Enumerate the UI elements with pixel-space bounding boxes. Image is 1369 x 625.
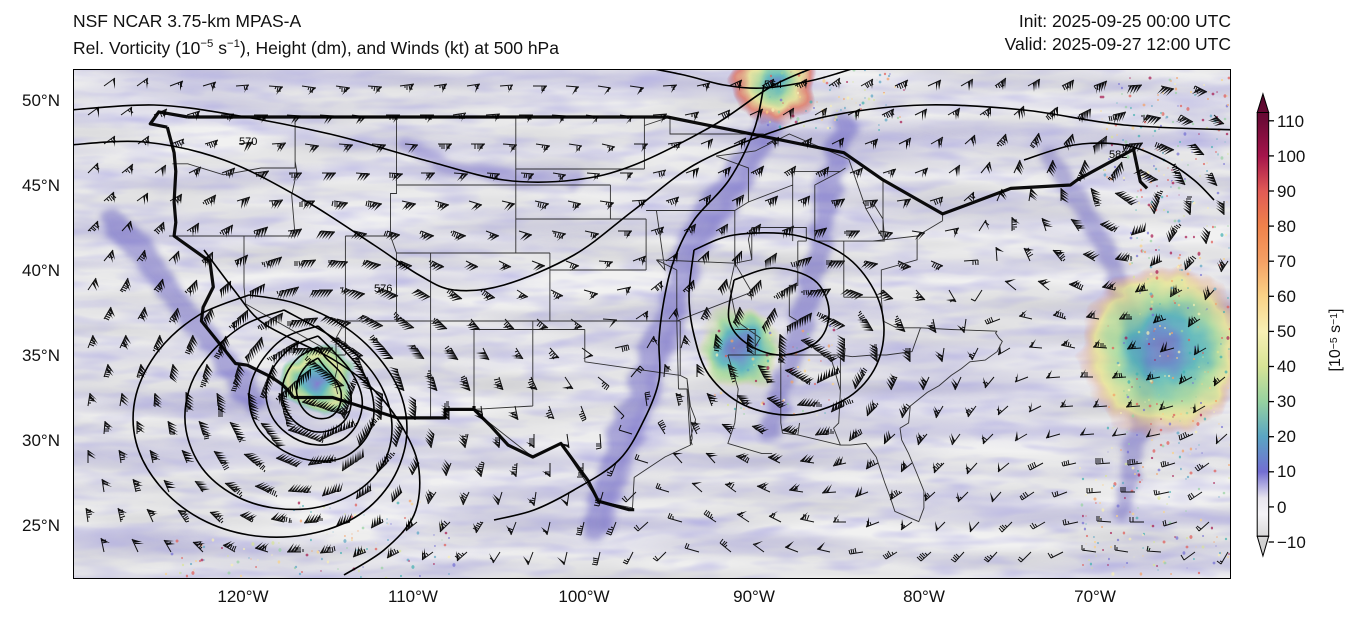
svg-text:80: 80 xyxy=(1277,217,1296,236)
svg-text:110: 110 xyxy=(1277,112,1304,131)
svg-text:582: 582 xyxy=(1109,149,1127,161)
svg-text:90: 90 xyxy=(1277,182,1296,201)
svg-text:0: 0 xyxy=(1277,498,1286,517)
svg-text:10: 10 xyxy=(1277,462,1296,481)
svg-text:50: 50 xyxy=(1277,322,1296,341)
svg-text:564: 564 xyxy=(764,79,782,91)
svg-text:70: 70 xyxy=(1277,252,1296,271)
svg-text:40: 40 xyxy=(1277,357,1296,376)
svg-text:100: 100 xyxy=(1277,147,1305,166)
svg-text:576: 576 xyxy=(374,283,392,295)
svg-text:30: 30 xyxy=(1277,392,1296,411)
svg-text:60: 60 xyxy=(1277,287,1296,306)
svg-text:20: 20 xyxy=(1277,427,1296,446)
svg-text:[10−5 s−1]: [10−5 s−1] xyxy=(1327,309,1344,372)
svg-text:570: 570 xyxy=(239,136,257,148)
svg-text:−10: −10 xyxy=(1277,533,1306,552)
